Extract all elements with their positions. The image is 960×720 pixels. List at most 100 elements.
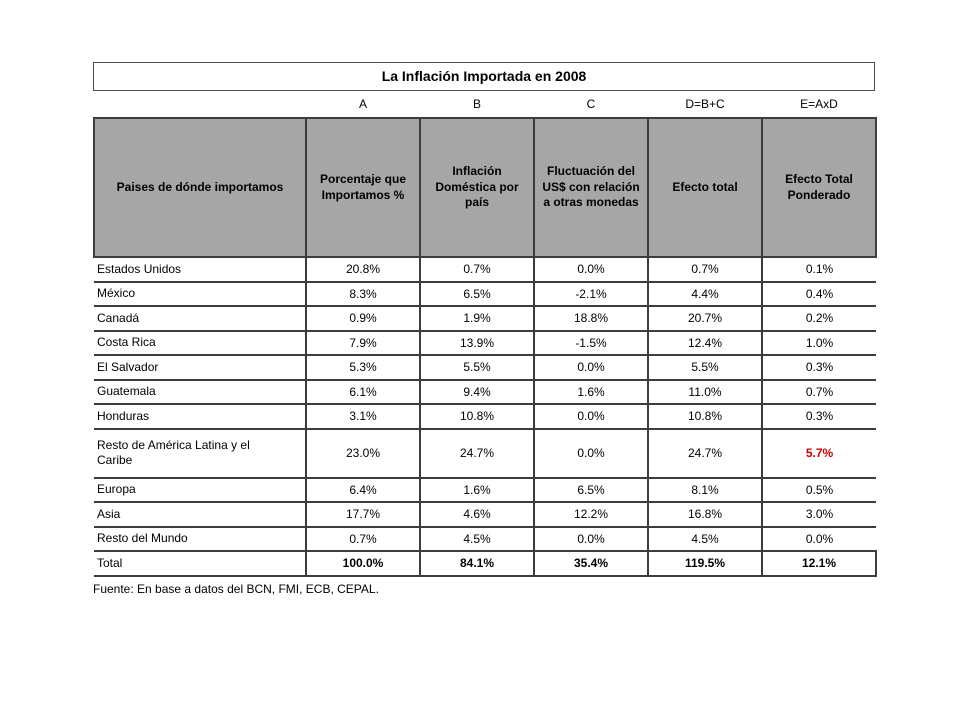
value-cell-c: 18.8% bbox=[533, 306, 648, 332]
value-cell-a: 0.9% bbox=[305, 306, 420, 332]
total-label-cell: Total bbox=[94, 551, 306, 577]
value-cell-a: 17.7% bbox=[305, 502, 420, 528]
value-cell-b: 4.5% bbox=[419, 526, 534, 552]
country-name-cell: Europa bbox=[94, 477, 306, 503]
value-cell-a: 23.0% bbox=[305, 428, 420, 479]
total-value-cell-c: 35.4% bbox=[533, 551, 648, 577]
value-cell-a: 6.1% bbox=[305, 379, 420, 405]
total-value-cell-e: 12.1% bbox=[761, 551, 877, 577]
table-row-mexico: México 8.3% 6.5% -2.1% 4.4% 0.4% bbox=[94, 281, 876, 307]
value-cell-e: 3.0% bbox=[761, 502, 876, 528]
table-row-asia: Asia 17.7% 4.6% 12.2% 16.8% 3.0% bbox=[94, 502, 876, 528]
value-cell-d: 0.7% bbox=[647, 257, 762, 283]
data-table: A B C D=B+C E=AxD Paises de dónde import… bbox=[93, 91, 877, 577]
value-cell-b: 4.6% bbox=[419, 502, 534, 528]
table-row-europa: Europa 6.4% 1.6% 6.5% 8.1% 0.5% bbox=[94, 477, 876, 503]
column-header-total-effect: Efecto total bbox=[647, 117, 763, 258]
formula-label-d: D=B+C bbox=[685, 97, 725, 111]
country-name-cell: Canadá bbox=[94, 306, 306, 332]
value-cell-b: 13.9% bbox=[419, 330, 534, 356]
country-name-cell: Guatemala bbox=[94, 379, 306, 405]
column-header-weighted-total-effect: Efecto Total Ponderado bbox=[761, 117, 877, 258]
value-cell-d: 20.7% bbox=[647, 306, 762, 332]
value-cell-e: 0.4% bbox=[761, 281, 876, 307]
value-cell-e: 0.7% bbox=[761, 379, 876, 405]
table-row-guatemala: Guatemala 6.1% 9.4% 1.6% 11.0% 0.7% bbox=[94, 379, 876, 405]
value-cell-d: 16.8% bbox=[647, 502, 762, 528]
value-cell-c: 0.0% bbox=[533, 404, 648, 430]
table-row-canada: Canadá 0.9% 1.9% 18.8% 20.7% 0.2% bbox=[94, 306, 876, 332]
country-name-cell: Honduras bbox=[94, 404, 306, 430]
value-cell-b: 1.9% bbox=[419, 306, 534, 332]
country-name-cell: México bbox=[94, 281, 306, 307]
value-cell-d: 4.4% bbox=[647, 281, 762, 307]
value-cell-b: 9.4% bbox=[419, 379, 534, 405]
value-cell-c: -2.1% bbox=[533, 281, 648, 307]
value-cell-d: 8.1% bbox=[647, 477, 762, 503]
formula-label-empty bbox=[94, 91, 306, 118]
country-name-cell: Resto de América Latina y el Caribe bbox=[94, 428, 306, 479]
country-name-cell: Resto del Mundo bbox=[94, 526, 306, 552]
country-name-cell: El Salvador bbox=[94, 355, 306, 381]
column-header-row: Paises de dónde importamos Porcentaje qu… bbox=[93, 117, 877, 258]
value-cell-c: 12.2% bbox=[533, 502, 648, 528]
value-cell-c: 0.0% bbox=[533, 257, 648, 283]
value-cell-b: 0.7% bbox=[419, 257, 534, 283]
column-header-domestic-inflation: Inflación Doméstica por país bbox=[419, 117, 535, 258]
country-name-cell: Asia bbox=[94, 502, 306, 528]
value-cell-c: 0.0% bbox=[533, 526, 648, 552]
value-cell-c: 0.0% bbox=[533, 355, 648, 381]
value-cell-c: 0.0% bbox=[533, 428, 648, 479]
formula-label-a: A bbox=[358, 97, 367, 111]
source-note: Fuente: En base a datos del BCN, FMI, EC… bbox=[93, 581, 379, 596]
country-name-cell: Costa Rica bbox=[94, 330, 306, 356]
value-cell-e: 0.3% bbox=[761, 404, 876, 430]
total-value-cell-d: 119.5% bbox=[647, 551, 762, 577]
table-row-total: Total 100.0% 84.1% 35.4% 119.5% 12.1% bbox=[94, 551, 877, 577]
value-cell-e: 0.3% bbox=[761, 355, 876, 381]
column-header-countries: Paises de dónde importamos bbox=[93, 117, 307, 258]
value-cell-a: 5.3% bbox=[305, 355, 420, 381]
value-cell-b: 1.6% bbox=[419, 477, 534, 503]
value-cell-b: 10.8% bbox=[419, 404, 534, 430]
value-cell-c: -1.5% bbox=[533, 330, 648, 356]
value-cell-a: 0.7% bbox=[305, 526, 420, 552]
table-title: La Inflación Importada en 2008 bbox=[93, 62, 875, 91]
table-row-resto-america-latina: Resto de América Latina y el Caribe 23.0… bbox=[94, 428, 876, 479]
imported-inflation-table: La Inflación Importada en 2008 A B C D=B… bbox=[93, 62, 877, 596]
total-value-cell-a: 100.0% bbox=[305, 551, 420, 577]
total-value-cell-b: 84.1% bbox=[419, 551, 534, 577]
value-cell-d: 10.8% bbox=[647, 404, 762, 430]
value-cell-a: 8.3% bbox=[305, 281, 420, 307]
formula-label-c: C bbox=[586, 97, 596, 111]
table-row-el-salvador: El Salvador 5.3% 5.5% 0.0% 5.5% 0.3% bbox=[94, 355, 876, 381]
table-row-costa-rica: Costa Rica 7.9% 13.9% -1.5% 12.4% 1.0% bbox=[94, 330, 876, 356]
value-cell-e: 0.1% bbox=[761, 257, 876, 283]
value-cell-b: 6.5% bbox=[419, 281, 534, 307]
value-cell-d: 11.0% bbox=[647, 379, 762, 405]
value-cell-d: 4.5% bbox=[647, 526, 762, 552]
value-cell-d: 5.5% bbox=[647, 355, 762, 381]
value-cell-e: 0.5% bbox=[761, 477, 876, 503]
value-cell-d: 24.7% bbox=[647, 428, 762, 479]
table-row-honduras: Honduras 3.1% 10.8% 0.0% 10.8% 0.3% bbox=[94, 404, 876, 430]
value-cell-d: 12.4% bbox=[647, 330, 762, 356]
country-name-cell: Estados Unidos bbox=[94, 257, 306, 283]
value-cell-a: 7.9% bbox=[305, 330, 420, 356]
value-cell-a: 3.1% bbox=[305, 404, 420, 430]
value-cell-b: 24.7% bbox=[419, 428, 534, 479]
value-cell-e: 0.0% bbox=[761, 526, 876, 552]
table-row-estados-unidos: Estados Unidos 20.8% 0.7% 0.0% 0.7% 0.1% bbox=[94, 257, 876, 283]
formula-row: A B C D=B+C E=AxD bbox=[94, 91, 876, 118]
table-row-resto-del-mundo: Resto del Mundo 0.7% 4.5% 0.0% 4.5% 0.0% bbox=[94, 526, 876, 552]
formula-label-e: E=AxD bbox=[800, 97, 838, 111]
value-cell-e: 1.0% bbox=[761, 330, 876, 356]
value-cell-e: 0.2% bbox=[761, 306, 876, 332]
value-cell-b: 5.5% bbox=[419, 355, 534, 381]
column-header-usd-fluctuation: Fluctuación del US$ con relación a otras… bbox=[533, 117, 649, 258]
value-cell-a: 6.4% bbox=[305, 477, 420, 503]
value-cell-c: 1.6% bbox=[533, 379, 648, 405]
value-cell-e-highlighted: 5.7% bbox=[761, 428, 876, 479]
value-cell-a: 20.8% bbox=[305, 257, 420, 283]
formula-label-b: B bbox=[472, 97, 481, 111]
